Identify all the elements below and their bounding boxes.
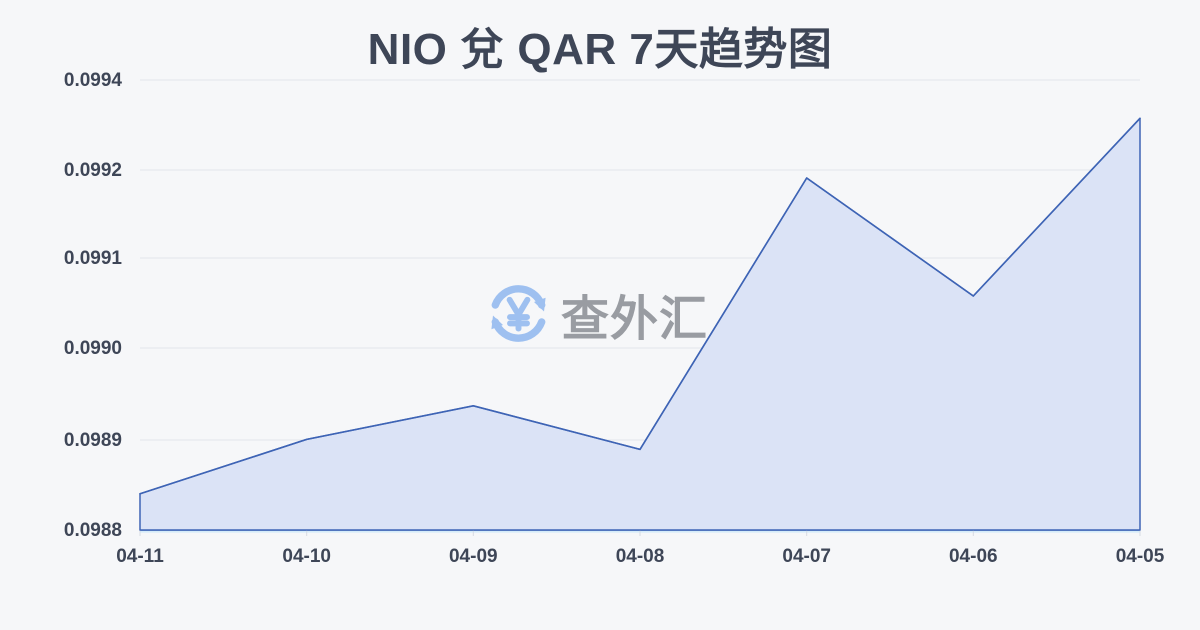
svg-text:04-11: 04-11 [116, 546, 164, 567]
svg-text:04-08: 04-08 [616, 546, 665, 567]
svg-text:04-06: 04-06 [949, 546, 998, 567]
svg-text:04-05: 04-05 [1116, 546, 1165, 567]
svg-text:0.0990: 0.0990 [64, 338, 122, 359]
svg-text:0.0992: 0.0992 [64, 160, 122, 181]
svg-text:04-07: 04-07 [782, 546, 831, 567]
svg-text:04-09: 04-09 [449, 546, 498, 567]
svg-text:0.0988: 0.0988 [64, 520, 122, 541]
svg-text:0.0989: 0.0989 [64, 430, 122, 451]
svg-text:0.0991: 0.0991 [64, 248, 123, 269]
svg-text:04-10: 04-10 [282, 546, 331, 567]
